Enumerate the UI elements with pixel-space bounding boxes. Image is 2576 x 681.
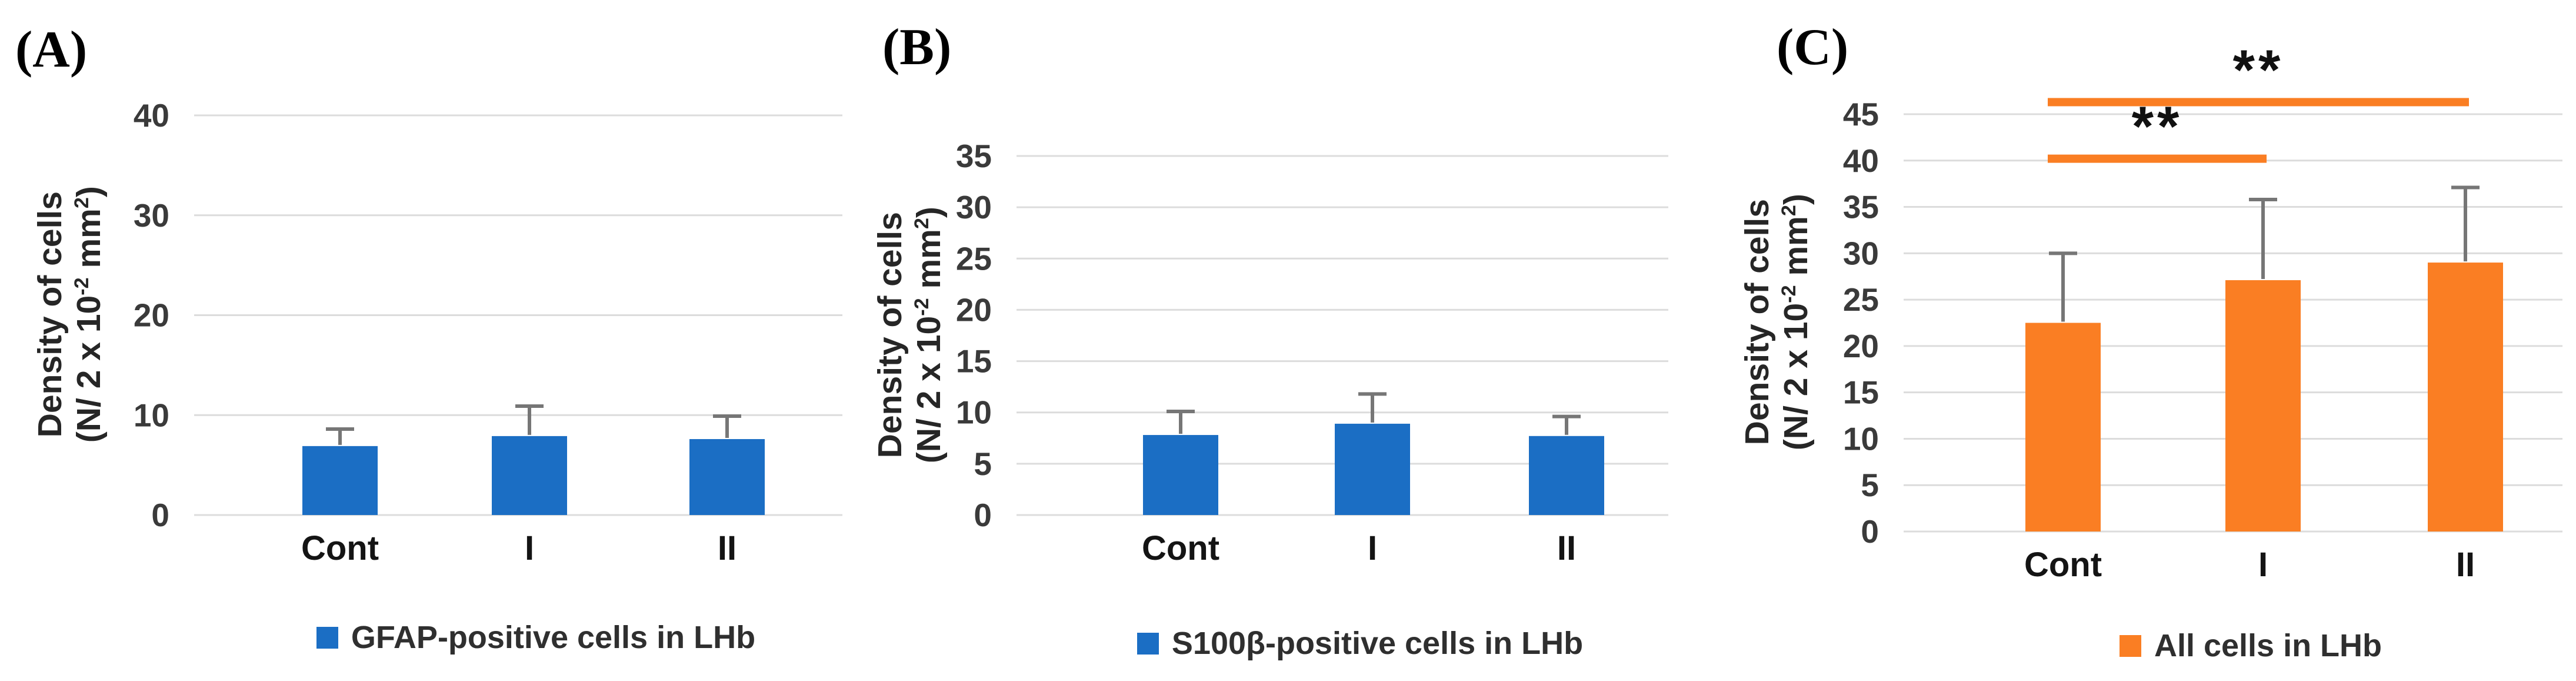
x-category-label-ii: II: [2456, 546, 2475, 584]
y-tick-label-30: 30: [134, 197, 169, 234]
panel-c: ** ** 0 5 10 15 20 25 30 35 40 45 Cont I II (C) Densit…: [1718, 0, 2576, 681]
bar-i: [1335, 423, 1410, 515]
bar-ii: [2428, 263, 2503, 531]
y-tick-label-40: 40: [1843, 142, 1879, 179]
x-category-label-cont: Cont: [301, 529, 379, 567]
y-axis-title-line2: (N/ 2 x 10-2 mm2): [1777, 194, 1815, 451]
x-category-label-ii: II: [1557, 529, 1576, 567]
x-category-label-cont: Cont: [1142, 529, 1219, 567]
legend-label: S100β-positive cells in LHb: [1171, 626, 1584, 661]
y-tick-label-30: 30: [956, 189, 992, 225]
y-tick-label-20: 20: [956, 291, 992, 328]
bar-ii: [1529, 436, 1604, 515]
x-category-label-cont: Cont: [2024, 546, 2102, 584]
y-tick-label-5: 5: [1861, 467, 1879, 503]
x-category-label-i: I: [525, 529, 534, 567]
y-tick-label-0: 0: [974, 497, 992, 533]
panel-a: 0 10 20 30 40 Cont I II (A) Density of cells (N…: [0, 0, 859, 681]
y-tick-label-25: 25: [1843, 281, 1879, 318]
y-tick-label-0: 0: [1861, 513, 1879, 550]
y-axis-title-line1: Density of cells: [31, 191, 69, 438]
legend-label: GFAP-positive cells in LHb: [351, 620, 756, 655]
legend-marker-square: [1137, 632, 1159, 655]
significance-stars-1: **: [2233, 39, 2284, 102]
y-axis-title-line1: Density of cells: [1738, 199, 1776, 446]
legend-label: All cells in LHb: [2154, 628, 2382, 663]
panel-label-c: (C): [1777, 19, 1849, 76]
y-tick-label-20: 20: [1843, 328, 1879, 364]
y-tick-label-45: 45: [1843, 96, 1879, 132]
bar-cont: [302, 446, 378, 515]
y-axis-title-line1: Density of cells: [871, 212, 909, 459]
y-tick-label-0: 0: [151, 497, 169, 533]
y-axis-title-line2: (N/ 2 x 10-2 mm2): [70, 186, 108, 443]
bar-i: [492, 436, 567, 515]
y-tick-label-35: 35: [1843, 189, 1879, 225]
y-axis-title: Density of cells (N/ 2 x 10-2 mm2): [871, 88, 948, 582]
y-tick-label-35: 35: [956, 138, 992, 174]
panel-label-b: (B): [882, 19, 952, 76]
legend-gfap: GFAP-positive cells in LHb: [194, 619, 878, 656]
y-axis-title: Density of cells (N/ 2 x 10-2 mm2): [1738, 75, 1815, 569]
bar-cont: [2025, 323, 2101, 531]
panel-label-a: (A): [15, 21, 88, 78]
legend-marker-square: [2119, 635, 2141, 657]
y-axis-title: Density of cells (N/ 2 x 10-2 mm2): [31, 67, 108, 562]
y-tick-label-25: 25: [956, 240, 992, 277]
bar-ii: [689, 439, 765, 515]
y-tick-label-40: 40: [134, 97, 169, 134]
legend-marker-square: [316, 626, 338, 649]
x-category-label-i: I: [2258, 546, 2268, 584]
y-tick-label-5: 5: [974, 446, 992, 482]
y-tick-label-15: 15: [1843, 374, 1879, 411]
y-tick-label-20: 20: [134, 297, 169, 334]
y-tick-label-10: 10: [1843, 420, 1879, 457]
y-tick-label-10: 10: [134, 397, 169, 433]
y-tick-label-30: 30: [1843, 235, 1879, 271]
legend-all-cells: All cells in LHb: [1904, 627, 2576, 664]
y-axis-title-line2: (N/ 2 x 10-2 mm2): [910, 207, 948, 464]
bar-i: [2225, 280, 2301, 531]
bar-cont: [1143, 435, 1218, 515]
x-category-label-ii: II: [718, 529, 737, 567]
panel-b: 0 5 10 15 20 25 30 35 Cont I II (B) Density of cel…: [859, 0, 1718, 681]
y-tick-label-10: 10: [956, 394, 992, 431]
y-tick-label-15: 15: [956, 343, 992, 380]
x-category-label-i: I: [1368, 529, 1377, 567]
legend-s100b: S100β-positive cells in LHb: [1017, 625, 1704, 662]
